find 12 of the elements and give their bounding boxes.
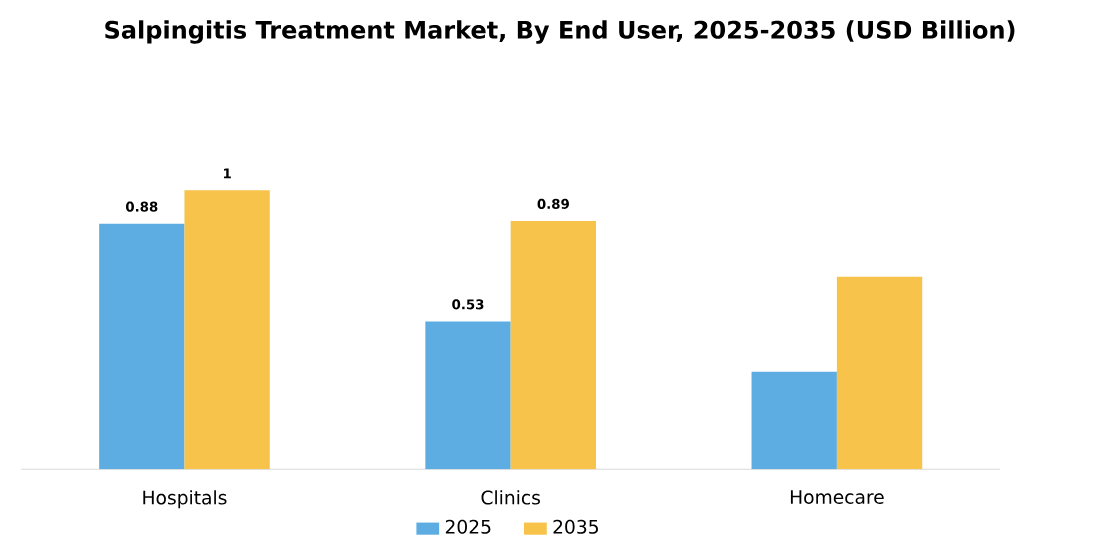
x-tick-label: Hospitals — [143, 490, 227, 509]
chart-title: Salpingitis Treatment Market, By End User, 2025-2035 (USD Billion) — [105, 20, 1015, 44]
x-tick-label: Clinics — [481, 490, 540, 505]
bar — [510, 221, 597, 470]
legend-label: 2035 — [553, 519, 598, 534]
bar — [425, 321, 511, 470]
x-tick-label: Homecare — [790, 490, 884, 504]
bar — [836, 276, 923, 470]
bar — [751, 371, 837, 470]
bar — [184, 190, 270, 470]
legend-label: 2025 — [445, 519, 491, 534]
bar — [99, 223, 185, 470]
